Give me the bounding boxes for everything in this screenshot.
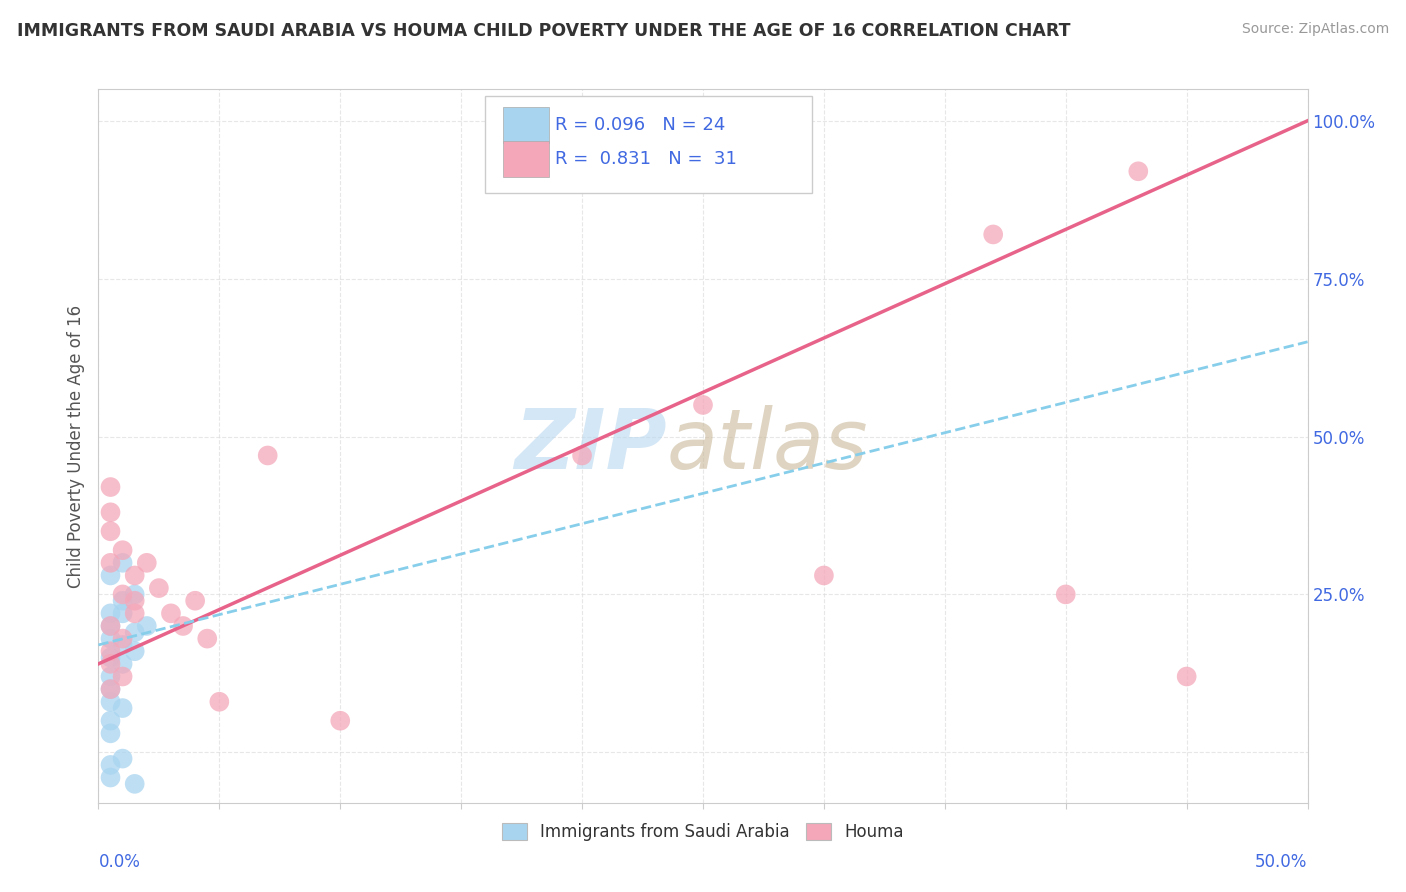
Point [100,682,122,697]
Point [111,593,134,607]
FancyBboxPatch shape [485,96,811,193]
Text: ZIP: ZIP [515,406,666,486]
Point [124,777,146,791]
Point [100,758,122,772]
Text: Source: ZipAtlas.com: Source: ZipAtlas.com [1241,22,1389,37]
Point [111,632,134,646]
Point [124,568,146,582]
Point [111,657,134,671]
Point [329,714,352,728]
Point [208,695,231,709]
Point [100,524,122,539]
FancyBboxPatch shape [503,141,550,177]
Point [135,619,157,633]
Point [100,771,122,785]
Point [124,607,146,621]
Point [111,669,134,683]
Point [195,632,218,646]
Point [111,638,134,652]
Point [100,632,122,646]
Point [100,505,122,519]
Point [100,714,122,728]
Point [981,227,1004,242]
Point [100,568,122,582]
Point [111,587,134,601]
Point [813,568,835,582]
Text: R = 0.096   N = 24: R = 0.096 N = 24 [555,116,725,134]
Point [124,644,146,658]
Point [100,619,122,633]
Text: IMMIGRANTS FROM SAUDI ARABIA VS HOUMA CHILD POVERTY UNDER THE AGE OF 16 CORRELAT: IMMIGRANTS FROM SAUDI ARABIA VS HOUMA CH… [17,22,1070,40]
Legend: Immigrants from Saudi Arabia, Houma: Immigrants from Saudi Arabia, Houma [495,816,911,848]
Text: 0.0%: 0.0% [98,853,141,871]
Point [124,625,146,640]
Point [172,619,194,633]
Point [111,556,134,570]
Text: R =  0.831   N =  31: R = 0.831 N = 31 [555,150,737,168]
Point [1128,164,1150,178]
Point [111,607,134,621]
Point [100,657,122,671]
Point [124,593,146,607]
Point [1054,587,1077,601]
Y-axis label: Child Poverty Under the Age of 16: Child Poverty Under the Age of 16 [66,304,84,588]
Point [111,543,134,558]
Point [100,480,122,494]
Point [100,644,122,658]
Point [148,581,170,595]
Point [184,593,207,607]
Point [100,619,122,633]
Point [100,607,122,621]
Point [100,682,122,697]
Point [124,587,146,601]
Point [100,695,122,709]
Point [135,556,157,570]
Point [160,607,183,621]
Point [1175,669,1198,683]
Point [100,669,122,683]
Point [692,398,714,412]
Point [111,751,134,765]
Point [256,449,278,463]
Text: atlas: atlas [666,406,869,486]
Point [111,701,134,715]
Point [571,449,593,463]
Point [100,556,122,570]
Text: 50.0%: 50.0% [1256,853,1308,871]
Point [100,726,122,740]
Point [100,650,122,665]
FancyBboxPatch shape [503,107,550,143]
